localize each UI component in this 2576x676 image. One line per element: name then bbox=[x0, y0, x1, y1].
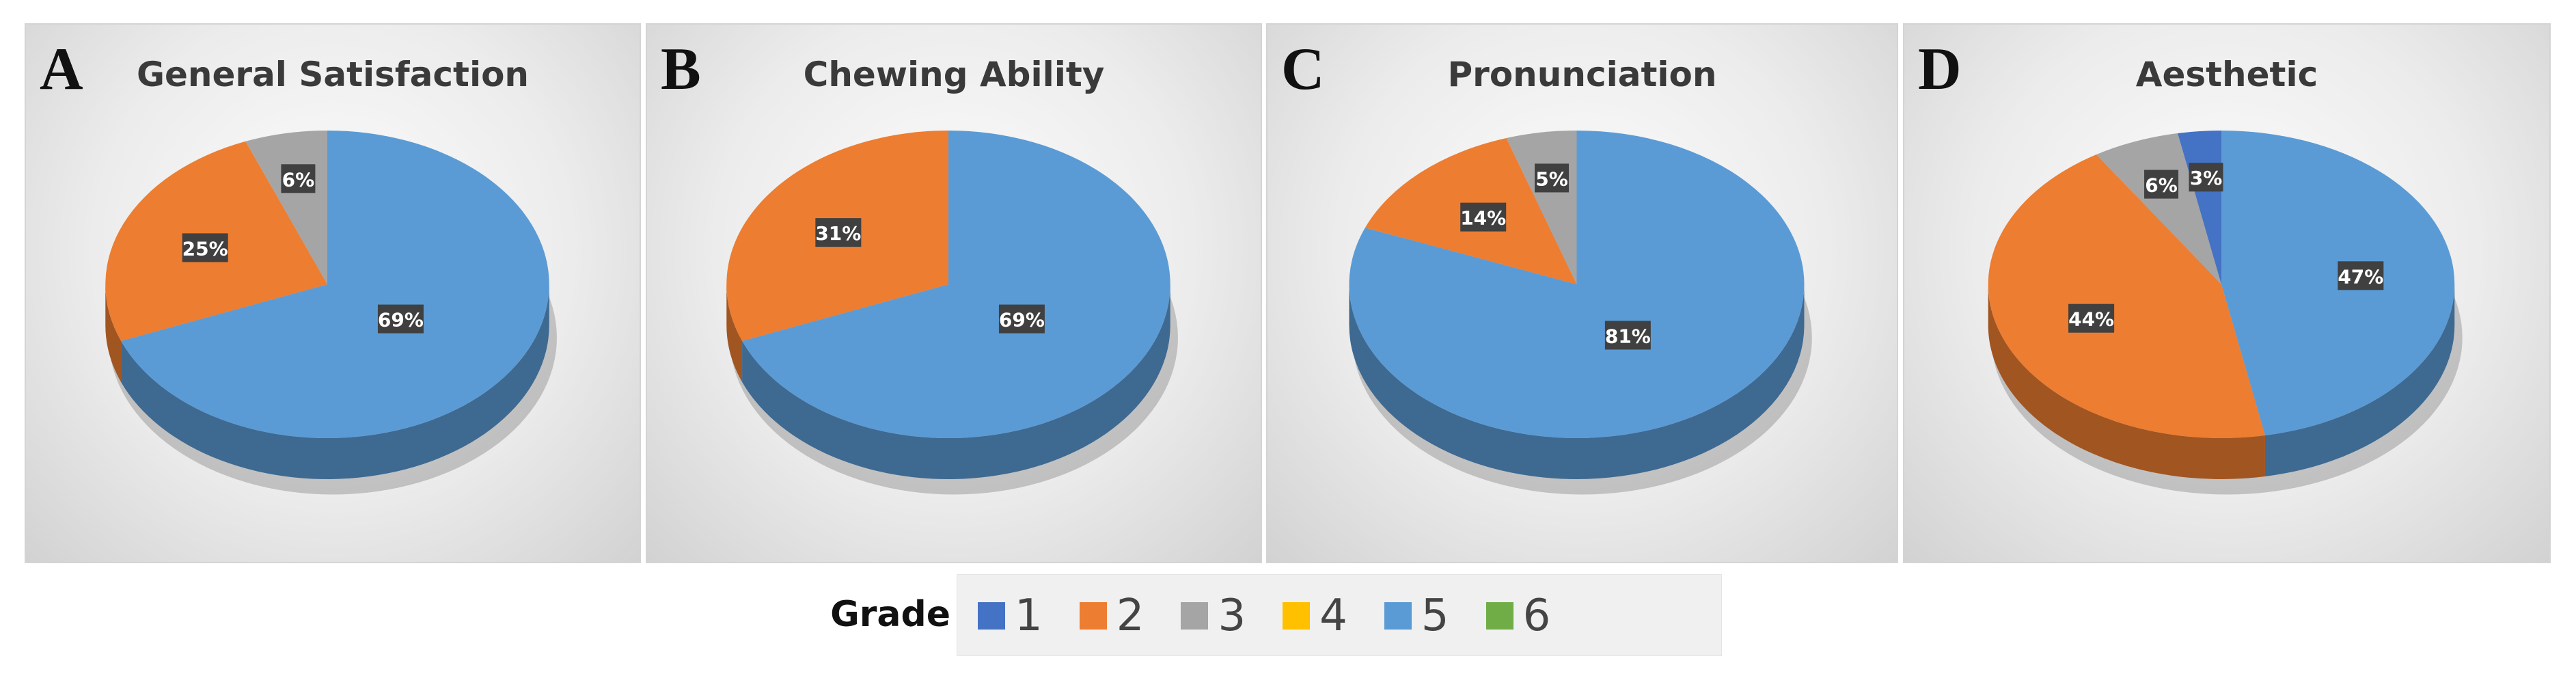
pie-side-grade-2 bbox=[726, 284, 743, 382]
pie-side-grade-2 bbox=[1988, 284, 2265, 479]
panel-letter-a: A bbox=[40, 36, 83, 103]
data-label-box bbox=[182, 233, 228, 262]
data-label: 6% bbox=[282, 168, 315, 191]
data-label: 69% bbox=[378, 309, 424, 332]
legend-label: 5 bbox=[1421, 591, 1449, 641]
legend-item: 2 bbox=[1079, 591, 1145, 641]
pie-chart-a: 69% 25% 6% bbox=[105, 131, 557, 495]
pie-side-grade-5 bbox=[121, 284, 549, 480]
legend-swatch bbox=[1384, 602, 1412, 630]
pie-slice-grade-5 bbox=[121, 131, 549, 438]
legend-item: 3 bbox=[1181, 594, 1246, 638]
legend-swatch bbox=[1181, 602, 1209, 630]
data-label-box bbox=[1604, 321, 1651, 350]
data-label-box bbox=[2338, 261, 2384, 290]
pie-chart-d: 47% 44% 6% 3% bbox=[1988, 131, 2463, 495]
pie-side-grade-5 bbox=[1349, 284, 1805, 479]
chart-panel-c: 81% 14% 5% C Pronunciation bbox=[1266, 23, 1898, 563]
data-label: 69% bbox=[999, 309, 1045, 332]
legend-title: Grade bbox=[830, 594, 950, 635]
chart-title-b: Chewing Ability bbox=[803, 55, 1105, 94]
chart-legend: Grade 1 2 3 4 5 6 bbox=[830, 574, 1722, 657]
data-label-box bbox=[1460, 202, 1507, 232]
legend-item: 6 bbox=[1485, 591, 1551, 641]
pie-slice-grade-5 bbox=[742, 131, 1170, 438]
data-label-box bbox=[815, 218, 862, 247]
data-label-box bbox=[2068, 303, 2115, 333]
chart-title-d: Aesthetic bbox=[2135, 55, 2318, 94]
legend-item: 1 bbox=[978, 594, 1043, 638]
pie-side-grade-5 bbox=[2264, 284, 2455, 477]
data-label: 81% bbox=[1605, 325, 1651, 347]
data-label-box bbox=[998, 304, 1045, 334]
data-label: 14% bbox=[1460, 207, 1506, 230]
chart-title-c: Pronunciation bbox=[1447, 55, 1717, 94]
legend-label: 6 bbox=[1522, 591, 1551, 641]
pie-chart-b: 69% 31% bbox=[726, 131, 1178, 495]
data-label-box bbox=[2189, 163, 2223, 192]
data-label-box bbox=[377, 304, 424, 334]
data-label: 25% bbox=[182, 237, 228, 260]
data-label: 47% bbox=[2338, 265, 2383, 288]
panel-letter-c: C bbox=[1281, 36, 1325, 103]
legend-label: 2 bbox=[1116, 591, 1145, 641]
pie-slice-grade-5 bbox=[1349, 131, 1805, 439]
legend-items: 1 2 3 4 5 6 bbox=[978, 575, 1550, 657]
legend-swatch bbox=[1079, 602, 1107, 630]
pie-side-grade-2 bbox=[105, 284, 122, 382]
legend-label: 4 bbox=[1319, 591, 1347, 641]
data-label-box bbox=[2144, 170, 2179, 199]
data-label: 44% bbox=[2068, 308, 2114, 331]
data-label: 5% bbox=[1535, 167, 1568, 190]
data-label: 6% bbox=[2145, 174, 2178, 197]
panel-letter-d: D bbox=[1918, 36, 1962, 103]
legend-swatch bbox=[978, 602, 1005, 630]
panel-letter-b: B bbox=[661, 36, 701, 103]
pie-slice-grade-3 bbox=[2096, 133, 2221, 284]
legend-label: 3 bbox=[1218, 591, 1246, 641]
pie-slice-grade-2 bbox=[1988, 154, 2265, 439]
chart-panel-b: 69% 31% B Chewing Ability bbox=[646, 23, 1262, 563]
legend-item: 5 bbox=[1384, 594, 1449, 638]
data-label-box bbox=[281, 164, 316, 193]
legend-swatch bbox=[1485, 602, 1513, 630]
data-label: 3% bbox=[2190, 167, 2223, 189]
pie-side-grade-5 bbox=[742, 284, 1170, 480]
chart-panel-a: 69% 25% 6% A General Satisfaction bbox=[25, 23, 641, 563]
legend-swatch bbox=[1283, 602, 1311, 630]
chart-panel-d: 47% 44% 6% 3% D Aesthetic bbox=[1903, 23, 2551, 563]
chart-title-a: General Satisfaction bbox=[136, 55, 530, 94]
legend-item: 4 bbox=[1283, 594, 1347, 638]
legend-label: 1 bbox=[1015, 591, 1043, 641]
pie-chart-c: 81% 14% 5% bbox=[1349, 131, 1812, 495]
data-label: 31% bbox=[815, 222, 861, 245]
data-label-box bbox=[1535, 163, 1570, 193]
